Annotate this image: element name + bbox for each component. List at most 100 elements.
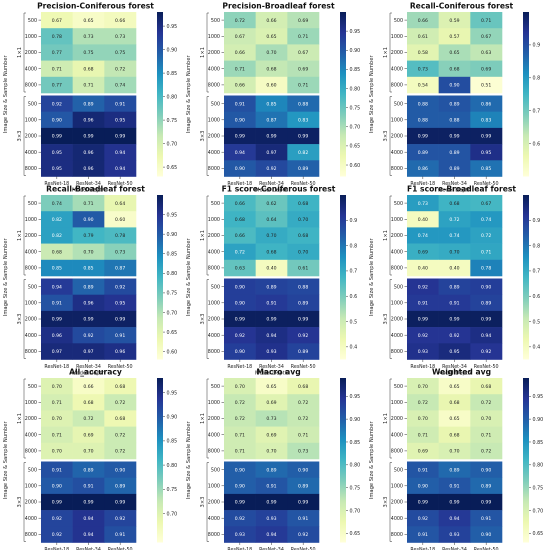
row-tick-label: 2000 bbox=[208, 134, 220, 140]
cell-value-label: 0.83 bbox=[481, 118, 491, 124]
group-label: 3×3 bbox=[200, 131, 206, 142]
heatmap-cell bbox=[287, 510, 320, 527]
heatmap-cell bbox=[41, 493, 73, 511]
heatmap-cell bbox=[224, 343, 256, 360]
panel-title: Precision-Broadleaf forest bbox=[222, 2, 335, 11]
group-bracket bbox=[206, 279, 209, 359]
heatmap-cell bbox=[470, 76, 503, 94]
heatmap-cell bbox=[41, 28, 73, 45]
heatmap-panel-9: Weighted avg 0.70 0.65 0.68 0.72 0.68 0.72 0.70… bbox=[369, 368, 543, 550]
heatmap-cell bbox=[287, 343, 320, 360]
column-tick-label: ResNet-34 bbox=[259, 364, 284, 370]
cell-value-label: 0.91 bbox=[266, 484, 276, 490]
heatmap-cell bbox=[470, 259, 503, 277]
heatmap-cell bbox=[224, 195, 256, 212]
group-bracket bbox=[206, 96, 209, 176]
heatmap-cell bbox=[72, 111, 105, 129]
row-tick-label: 8000 bbox=[391, 166, 403, 172]
heatmap-cell bbox=[438, 28, 471, 45]
row-tick-label: 4000 bbox=[25, 333, 37, 339]
colorbar bbox=[523, 195, 529, 360]
column-tick-label: ResNet-50 bbox=[108, 547, 133, 550]
cell-value-label: 0.92 bbox=[52, 532, 62, 538]
cell-value-label: 0.96 bbox=[83, 118, 93, 124]
heatmap-cell bbox=[255, 243, 288, 261]
cell-value-label: 0.99 bbox=[115, 500, 125, 506]
cell-value-label: 0.74 bbox=[418, 233, 428, 239]
heatmap-cell bbox=[41, 278, 73, 295]
colorbar-tick-label: 0.70 bbox=[167, 141, 178, 147]
colorbar-tick-label: 0.6 bbox=[350, 294, 358, 300]
cell-value-label: 0.90 bbox=[418, 484, 428, 490]
cell-value-label: 0.70 bbox=[52, 449, 62, 455]
group-bracket bbox=[206, 462, 209, 542]
heatmap-cell bbox=[41, 60, 73, 78]
panel-title: F1 score-Broadleaf forest bbox=[407, 185, 516, 194]
row-tick-label: 500 bbox=[211, 101, 220, 107]
cell-value-label: 0.90 bbox=[235, 467, 245, 473]
row-tick-label: 1000 bbox=[391, 34, 403, 40]
heatmap-cell bbox=[255, 327, 288, 344]
group-bracket bbox=[23, 378, 26, 459]
cell-value-label: 0.94 bbox=[83, 516, 93, 522]
cell-value-label: 0.92 bbox=[298, 333, 308, 339]
cell-value-label: 0.71 bbox=[481, 249, 491, 255]
colorbar-tick-label: 0.70 bbox=[533, 508, 544, 514]
cell-value-label: 0.68 bbox=[481, 384, 491, 390]
heatmap-cell bbox=[41, 343, 73, 360]
row-tick-label: 1000 bbox=[25, 118, 37, 124]
heatmap-cell bbox=[470, 378, 503, 395]
row-tick-label: 1000 bbox=[25, 484, 37, 490]
cell-value-label: 0.68 bbox=[52, 249, 62, 255]
row-tick-label: 8000 bbox=[208, 166, 220, 172]
cell-value-label: 0.91 bbox=[115, 333, 125, 339]
group-label: 3×3 bbox=[383, 314, 389, 325]
colorbar-tick-label: 0.70 bbox=[167, 310, 178, 316]
colorbar-tick-label: 0.90 bbox=[167, 232, 178, 238]
group-label: 1×1 bbox=[200, 230, 206, 241]
cell-value-label: 0.94 bbox=[115, 150, 125, 156]
cell-value-label: 0.72 bbox=[235, 400, 245, 406]
heatmap-cell bbox=[287, 378, 320, 395]
cell-value-label: 0.89 bbox=[418, 150, 428, 156]
row-tick-label: 8000 bbox=[208, 266, 220, 272]
cell-value-label: 0.91 bbox=[449, 301, 459, 307]
cell-value-label: 0.70 bbox=[449, 249, 459, 255]
column-tick-label: ResNet-34 bbox=[76, 547, 101, 550]
cell-value-label: 0.79 bbox=[83, 233, 93, 239]
heatmap-cell bbox=[255, 211, 288, 228]
cell-value-label: 0.89 bbox=[449, 150, 459, 156]
cell-value-label: 0.70 bbox=[418, 416, 428, 422]
heatmap-cell bbox=[255, 343, 288, 360]
cell-value-label: 0.94 bbox=[235, 150, 245, 156]
colorbar-tick-label: 0.70 bbox=[350, 508, 361, 514]
group-bracket bbox=[23, 96, 26, 176]
heatmap-cell bbox=[72, 259, 105, 277]
cell-value-label: 0.94 bbox=[83, 532, 93, 538]
cell-value-label: 0.92 bbox=[298, 532, 308, 538]
heatmap-cell bbox=[438, 227, 471, 244]
cell-value-label: 0.72 bbox=[115, 449, 125, 455]
cell-value-label: 0.92 bbox=[481, 349, 491, 355]
cell-value-label: 0.99 bbox=[83, 317, 93, 323]
row-tick-label: 1000 bbox=[208, 301, 220, 307]
heatmap-cell bbox=[438, 343, 471, 360]
heatmap-cell bbox=[72, 28, 105, 45]
heatmap-cell bbox=[72, 195, 105, 212]
heatmap-cell bbox=[438, 76, 471, 94]
heatmap-cell bbox=[470, 127, 503, 145]
cell-value-label: 0.96 bbox=[52, 333, 62, 339]
heatmap-cell bbox=[407, 60, 439, 78]
heatmap-cell bbox=[104, 12, 137, 29]
row-tick-label: 1000 bbox=[208, 118, 220, 124]
row-tick-label: 8000 bbox=[391, 266, 403, 272]
group-label: 1×1 bbox=[17, 413, 23, 424]
cell-value-label: 0.70 bbox=[266, 50, 276, 56]
cell-value-label: 0.99 bbox=[235, 500, 245, 506]
cell-value-label: 0.74 bbox=[52, 201, 62, 207]
cell-value-label: 0.70 bbox=[52, 384, 62, 390]
group-bracket bbox=[23, 195, 26, 276]
heatmap-cell bbox=[255, 493, 288, 511]
group-bracket bbox=[389, 195, 392, 276]
cell-value-label: 0.68 bbox=[266, 66, 276, 72]
